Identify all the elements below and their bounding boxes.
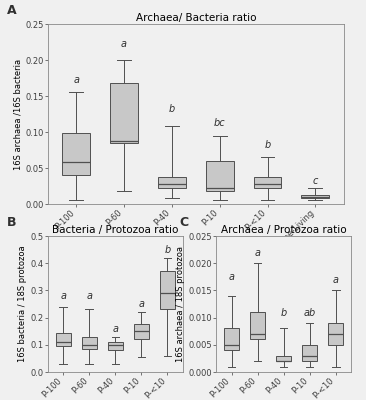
Text: bc: bc — [214, 118, 225, 128]
Text: a: a — [228, 272, 235, 282]
PathPatch shape — [250, 312, 265, 339]
PathPatch shape — [302, 345, 317, 361]
PathPatch shape — [62, 134, 90, 175]
Text: ab: ab — [303, 308, 316, 318]
PathPatch shape — [82, 337, 97, 349]
Text: a: a — [60, 291, 66, 301]
Y-axis label: 16S archaea / 18S protozoa: 16S archaea / 18S protozoa — [176, 246, 185, 362]
Text: b: b — [169, 104, 175, 114]
PathPatch shape — [206, 161, 234, 191]
Text: a: a — [121, 39, 127, 49]
Title: Archaea / Protozoa ratio: Archaea / Protozoa ratio — [221, 225, 347, 235]
Title: Archaea/ Bacteria ratio: Archaea/ Bacteria ratio — [135, 13, 256, 23]
Text: a: a — [255, 248, 261, 258]
PathPatch shape — [56, 332, 71, 346]
PathPatch shape — [134, 324, 149, 339]
Text: a: a — [112, 324, 118, 334]
Text: c: c — [313, 176, 318, 186]
Title: Bacteria / Protozoa ratio: Bacteria / Protozoa ratio — [52, 225, 179, 235]
PathPatch shape — [158, 177, 186, 188]
Text: b: b — [164, 245, 171, 255]
PathPatch shape — [328, 323, 343, 345]
Text: a: a — [73, 75, 79, 85]
PathPatch shape — [302, 195, 329, 198]
PathPatch shape — [108, 342, 123, 350]
PathPatch shape — [276, 356, 291, 361]
Y-axis label: 16S bacteria / 18S protozoa: 16S bacteria / 18S protozoa — [18, 246, 27, 362]
PathPatch shape — [224, 328, 239, 350]
Text: A: A — [7, 4, 17, 17]
Text: C: C — [179, 216, 188, 229]
PathPatch shape — [160, 271, 175, 310]
PathPatch shape — [110, 83, 138, 143]
Text: a: a — [333, 275, 339, 285]
Text: b: b — [264, 140, 271, 150]
Text: a: a — [138, 300, 144, 310]
Text: B: B — [7, 216, 17, 229]
Text: a: a — [86, 291, 92, 301]
PathPatch shape — [254, 177, 281, 188]
Y-axis label: 16S archaea /16S bacteria: 16S archaea /16S bacteria — [13, 58, 22, 170]
Text: b: b — [280, 308, 287, 318]
